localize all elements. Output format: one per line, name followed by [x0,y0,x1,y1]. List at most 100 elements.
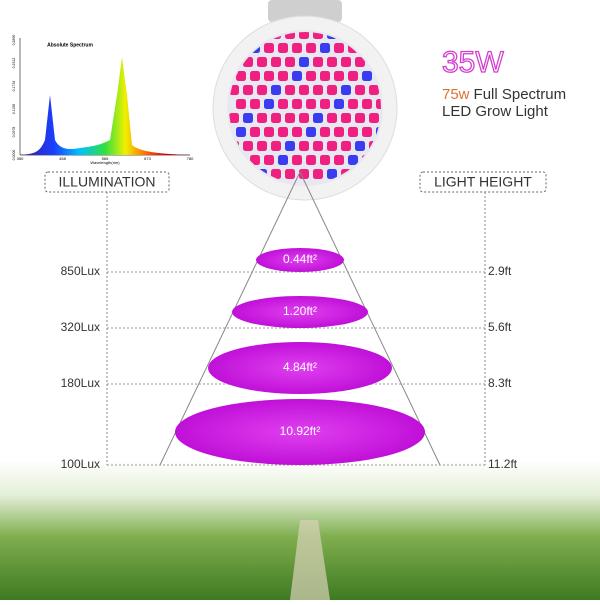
led [299,113,309,123]
led [313,113,323,123]
led [348,127,358,137]
led [327,113,337,123]
led [320,155,330,165]
led [369,113,379,123]
led [334,71,344,81]
led [292,71,302,81]
led [327,169,337,179]
led [292,43,302,53]
led [320,127,330,137]
height-label: 8.3ft [488,376,512,390]
x-tick-label: 350 [17,156,24,161]
bulb-base [268,0,342,22]
left-heading: ILLUMINATION [59,174,156,190]
x-tick-label: 565 [102,156,109,161]
led [292,99,302,109]
y-tick-label: 0.2890 [12,35,16,46]
led [236,71,246,81]
light-spot [208,342,392,394]
line2: LED Grow Light [442,103,549,120]
led [236,127,246,137]
led [313,169,323,179]
cone [159,171,441,466]
height-label: 11.2ft [488,457,518,471]
led [313,85,323,95]
led [285,85,295,95]
y-tick-label: 0.0000 [12,150,16,161]
led [271,141,281,151]
heading-box [419,171,547,193]
led [264,71,274,81]
lux-label: 850Lux [61,264,100,278]
light-spot [175,399,425,465]
led [348,71,358,81]
led [299,57,309,67]
led [355,85,365,95]
led [278,127,288,137]
area-label: 4.84ft² [283,360,317,374]
led [285,169,295,179]
y-tick-label: 0.1156 [12,104,16,114]
area-label: 1.20ft² [283,304,317,318]
bulb [212,0,398,201]
y-tick-label: 0.1734 [12,81,16,92]
led [362,71,372,81]
led [243,141,253,151]
led [278,71,288,81]
wattage: 35W [442,46,504,79]
led [341,113,351,123]
led [264,127,274,137]
led [376,99,381,109]
led [285,141,295,151]
led [250,71,260,81]
led [264,155,274,165]
led [306,71,316,81]
led [250,155,260,165]
spectrum-title: Absolute Spectrum [47,42,93,48]
light-spot [232,296,368,328]
led [243,113,253,123]
led [236,99,246,109]
led [355,113,365,123]
area-label: 0.44ft² [283,252,317,266]
x-label: Wavelength(nm) [90,160,120,165]
x-tick-label: 458 [59,156,66,161]
led [355,141,365,151]
led [334,43,344,53]
led [362,99,372,109]
led [313,32,323,39]
lux-label: 320Lux [61,320,100,334]
led [355,57,365,67]
led [299,141,309,151]
led [250,127,260,137]
led [264,43,274,53]
height-label: 2.9ft [488,264,512,278]
led [285,57,295,67]
led [278,155,288,165]
led [369,32,379,39]
led [341,85,351,95]
y-tick-label: 0.2312 [12,58,16,69]
led [306,99,316,109]
led [299,32,309,39]
led [306,155,316,165]
led [313,57,323,67]
led [278,43,288,53]
led [313,141,323,151]
led [271,85,281,95]
led [327,85,337,95]
spectrum-curve [20,57,190,155]
x-tick-label: 673 [144,156,151,161]
led [285,113,295,123]
led [292,127,302,137]
light-spot [256,248,344,272]
x-tick-label: 780 [187,156,194,161]
led [320,43,330,53]
lux-label: 180Lux [61,376,100,390]
led [334,155,344,165]
led [334,99,344,109]
led [271,169,281,179]
line1: Full Spectrum [474,86,567,103]
y-tick-label: 0.0578 [12,127,16,138]
